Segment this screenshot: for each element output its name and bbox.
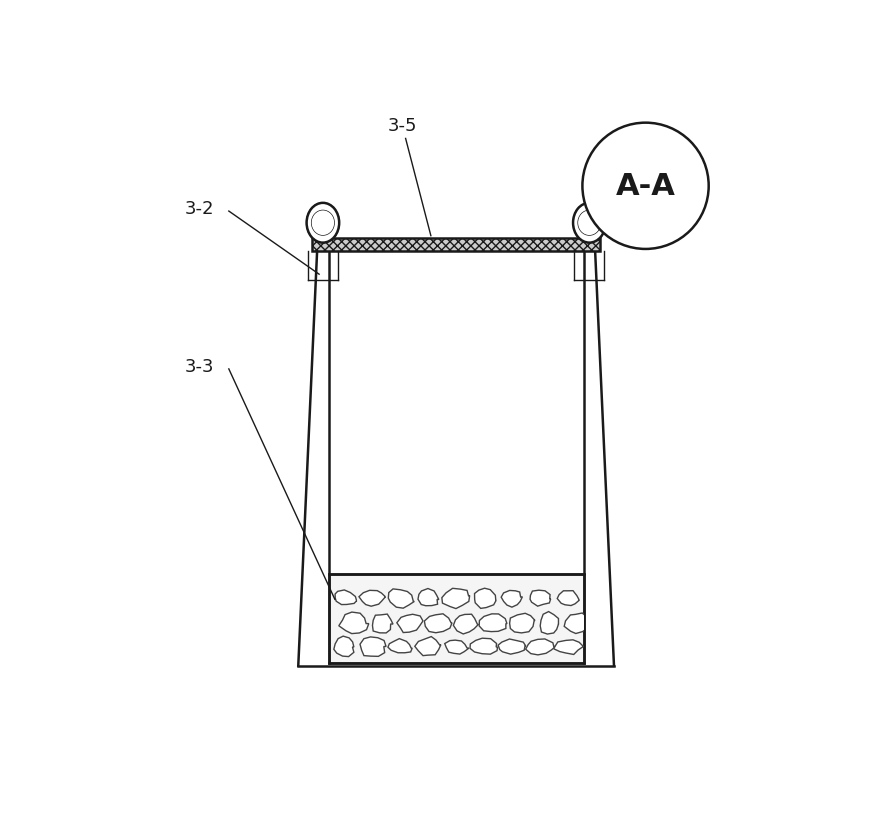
Polygon shape	[372, 614, 393, 633]
Polygon shape	[479, 614, 507, 631]
Polygon shape	[339, 613, 368, 634]
Polygon shape	[388, 639, 412, 653]
Polygon shape	[564, 613, 591, 634]
Polygon shape	[336, 590, 357, 605]
Polygon shape	[498, 639, 526, 654]
Polygon shape	[397, 614, 423, 633]
Ellipse shape	[578, 211, 601, 236]
Polygon shape	[334, 636, 354, 657]
Text: 3-5: 3-5	[388, 117, 417, 135]
Polygon shape	[530, 590, 551, 606]
Polygon shape	[388, 589, 414, 609]
Polygon shape	[425, 614, 452, 633]
Bar	[328, 574, 584, 663]
Polygon shape	[540, 612, 559, 634]
Polygon shape	[360, 637, 386, 657]
Polygon shape	[418, 589, 439, 606]
Ellipse shape	[573, 204, 605, 243]
Polygon shape	[470, 639, 498, 654]
Text: A-A: A-A	[616, 172, 676, 201]
Polygon shape	[501, 590, 522, 608]
Ellipse shape	[312, 211, 334, 236]
Bar	[312, 238, 600, 252]
Polygon shape	[554, 640, 584, 654]
Polygon shape	[415, 637, 441, 656]
Polygon shape	[510, 613, 535, 633]
Polygon shape	[445, 640, 469, 654]
Polygon shape	[453, 614, 479, 634]
Ellipse shape	[578, 211, 601, 236]
Text: 3-2: 3-2	[184, 200, 214, 218]
Circle shape	[582, 124, 708, 250]
Polygon shape	[441, 589, 470, 609]
Polygon shape	[557, 591, 579, 606]
Ellipse shape	[573, 204, 605, 243]
Text: 3-3: 3-3	[184, 357, 214, 375]
Polygon shape	[474, 589, 496, 609]
Ellipse shape	[307, 204, 339, 243]
Ellipse shape	[307, 204, 339, 243]
Polygon shape	[526, 639, 555, 655]
Polygon shape	[359, 590, 385, 606]
Ellipse shape	[312, 211, 334, 236]
